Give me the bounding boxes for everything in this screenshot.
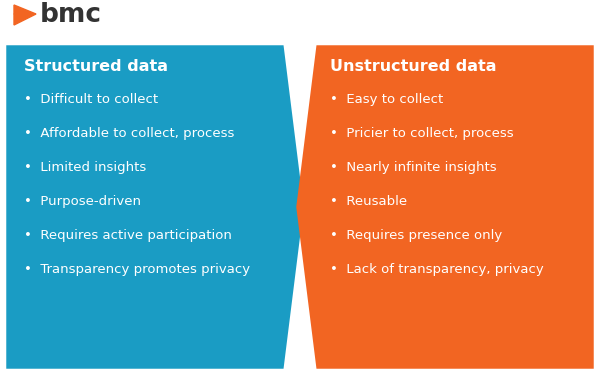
Polygon shape (14, 5, 36, 14)
Text: Structured data: Structured data (24, 59, 168, 74)
Text: •  Lack of transparency, privacy: • Lack of transparency, privacy (330, 263, 544, 276)
Text: •  Pricier to collect, process: • Pricier to collect, process (330, 127, 514, 140)
Text: •  Purpose-driven: • Purpose-driven (24, 195, 141, 208)
Text: Unstructured data: Unstructured data (330, 59, 497, 74)
Text: bmc: bmc (40, 2, 102, 28)
Text: •  Transparency promotes privacy: • Transparency promotes privacy (24, 263, 250, 276)
Text: •  Difficult to collect: • Difficult to collect (24, 93, 158, 106)
Polygon shape (298, 47, 592, 367)
Text: •  Requires active participation: • Requires active participation (24, 229, 232, 242)
Text: •  Nearly infinite insights: • Nearly infinite insights (330, 161, 497, 174)
Text: •  Reusable: • Reusable (330, 195, 407, 208)
Text: •  Requires presence only: • Requires presence only (330, 229, 502, 242)
Text: •  Affordable to collect, process: • Affordable to collect, process (24, 127, 235, 140)
Polygon shape (14, 14, 36, 25)
Polygon shape (8, 47, 302, 367)
Text: •  Easy to collect: • Easy to collect (330, 93, 443, 106)
Text: •  Limited insights: • Limited insights (24, 161, 146, 174)
